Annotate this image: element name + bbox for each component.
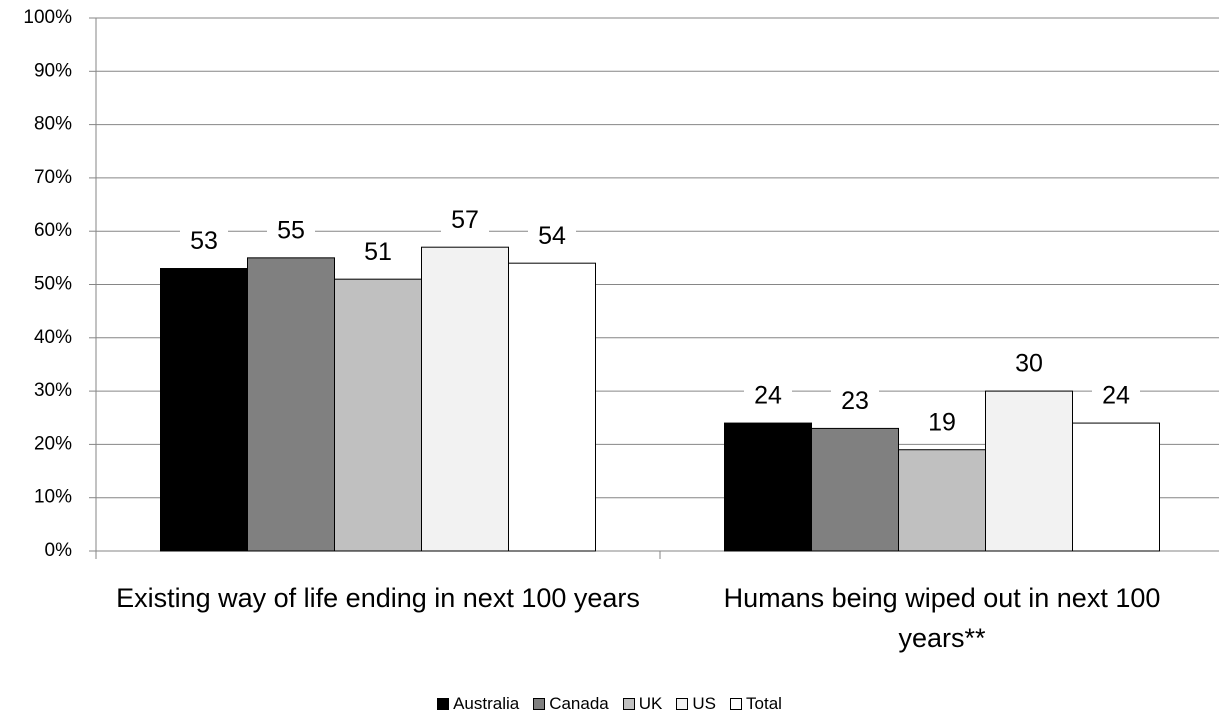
data-label-bg (441, 206, 489, 237)
legend-item: Canada (533, 694, 609, 714)
data-label-bg (528, 222, 576, 253)
data-label-bg (1092, 382, 1140, 413)
legend-label: UK (638, 694, 663, 713)
legend-label: US (692, 694, 717, 713)
bar (1072, 422, 1160, 552)
y-tick-label: 50% (34, 274, 72, 295)
data-label-bg (180, 227, 228, 258)
bar (247, 257, 335, 552)
legend: Australia Canada UK US Total (0, 694, 1219, 714)
legend-item: UK (622, 694, 663, 714)
y-tick-label: 30% (34, 380, 72, 401)
legend-swatch (437, 698, 450, 710)
legend-label: Canada (549, 694, 609, 713)
bar (160, 268, 248, 552)
y-tick-label: 80% (34, 114, 72, 135)
data-label: 55 (277, 216, 305, 244)
y-tick-label: 60% (34, 220, 72, 241)
data-label: 54 (538, 222, 566, 250)
data-label-bg (831, 387, 879, 418)
data-label-bg (744, 382, 792, 413)
legend-item: US (676, 694, 716, 714)
legend-swatch (622, 698, 635, 710)
y-tick-label: 90% (34, 60, 72, 81)
data-label: 23 (841, 387, 869, 415)
bar (724, 422, 812, 552)
bar (985, 390, 1073, 552)
bar (421, 246, 509, 552)
data-label: 24 (1102, 382, 1130, 410)
y-tick-label: 100% (23, 7, 72, 28)
y-tick-label: 20% (34, 433, 72, 454)
legend-item: Australia (437, 694, 519, 714)
bar (898, 449, 986, 552)
data-label: 57 (451, 206, 479, 234)
data-label-bg (354, 238, 402, 269)
data-label-bg (1005, 350, 1053, 381)
bar (508, 262, 596, 552)
data-label-bg (918, 408, 966, 439)
legend-label: Total (746, 694, 782, 713)
legend-swatch (730, 698, 743, 710)
x-tick-label: Existing way of life ending in next 100 … (116, 583, 640, 613)
y-tick-label: 40% (34, 327, 72, 348)
data-label: 30 (1015, 350, 1043, 378)
data-label-bg (267, 216, 315, 247)
legend-item: Total (730, 694, 782, 714)
data-label: 19 (928, 408, 956, 436)
legend-swatch (533, 698, 546, 710)
y-tick-label: 0% (45, 540, 73, 561)
y-tick-label: 10% (34, 487, 72, 508)
y-tick-label: 70% (34, 167, 72, 188)
legend-swatch (676, 698, 689, 710)
x-tick-label: Humans being wiped out in next 100 years… (723, 583, 1161, 653)
bar (334, 278, 422, 552)
legend-label: Australia (453, 694, 520, 713)
data-label: 51 (364, 238, 392, 266)
bar (811, 427, 899, 552)
data-label: 53 (190, 227, 218, 255)
data-label: 24 (754, 382, 782, 410)
